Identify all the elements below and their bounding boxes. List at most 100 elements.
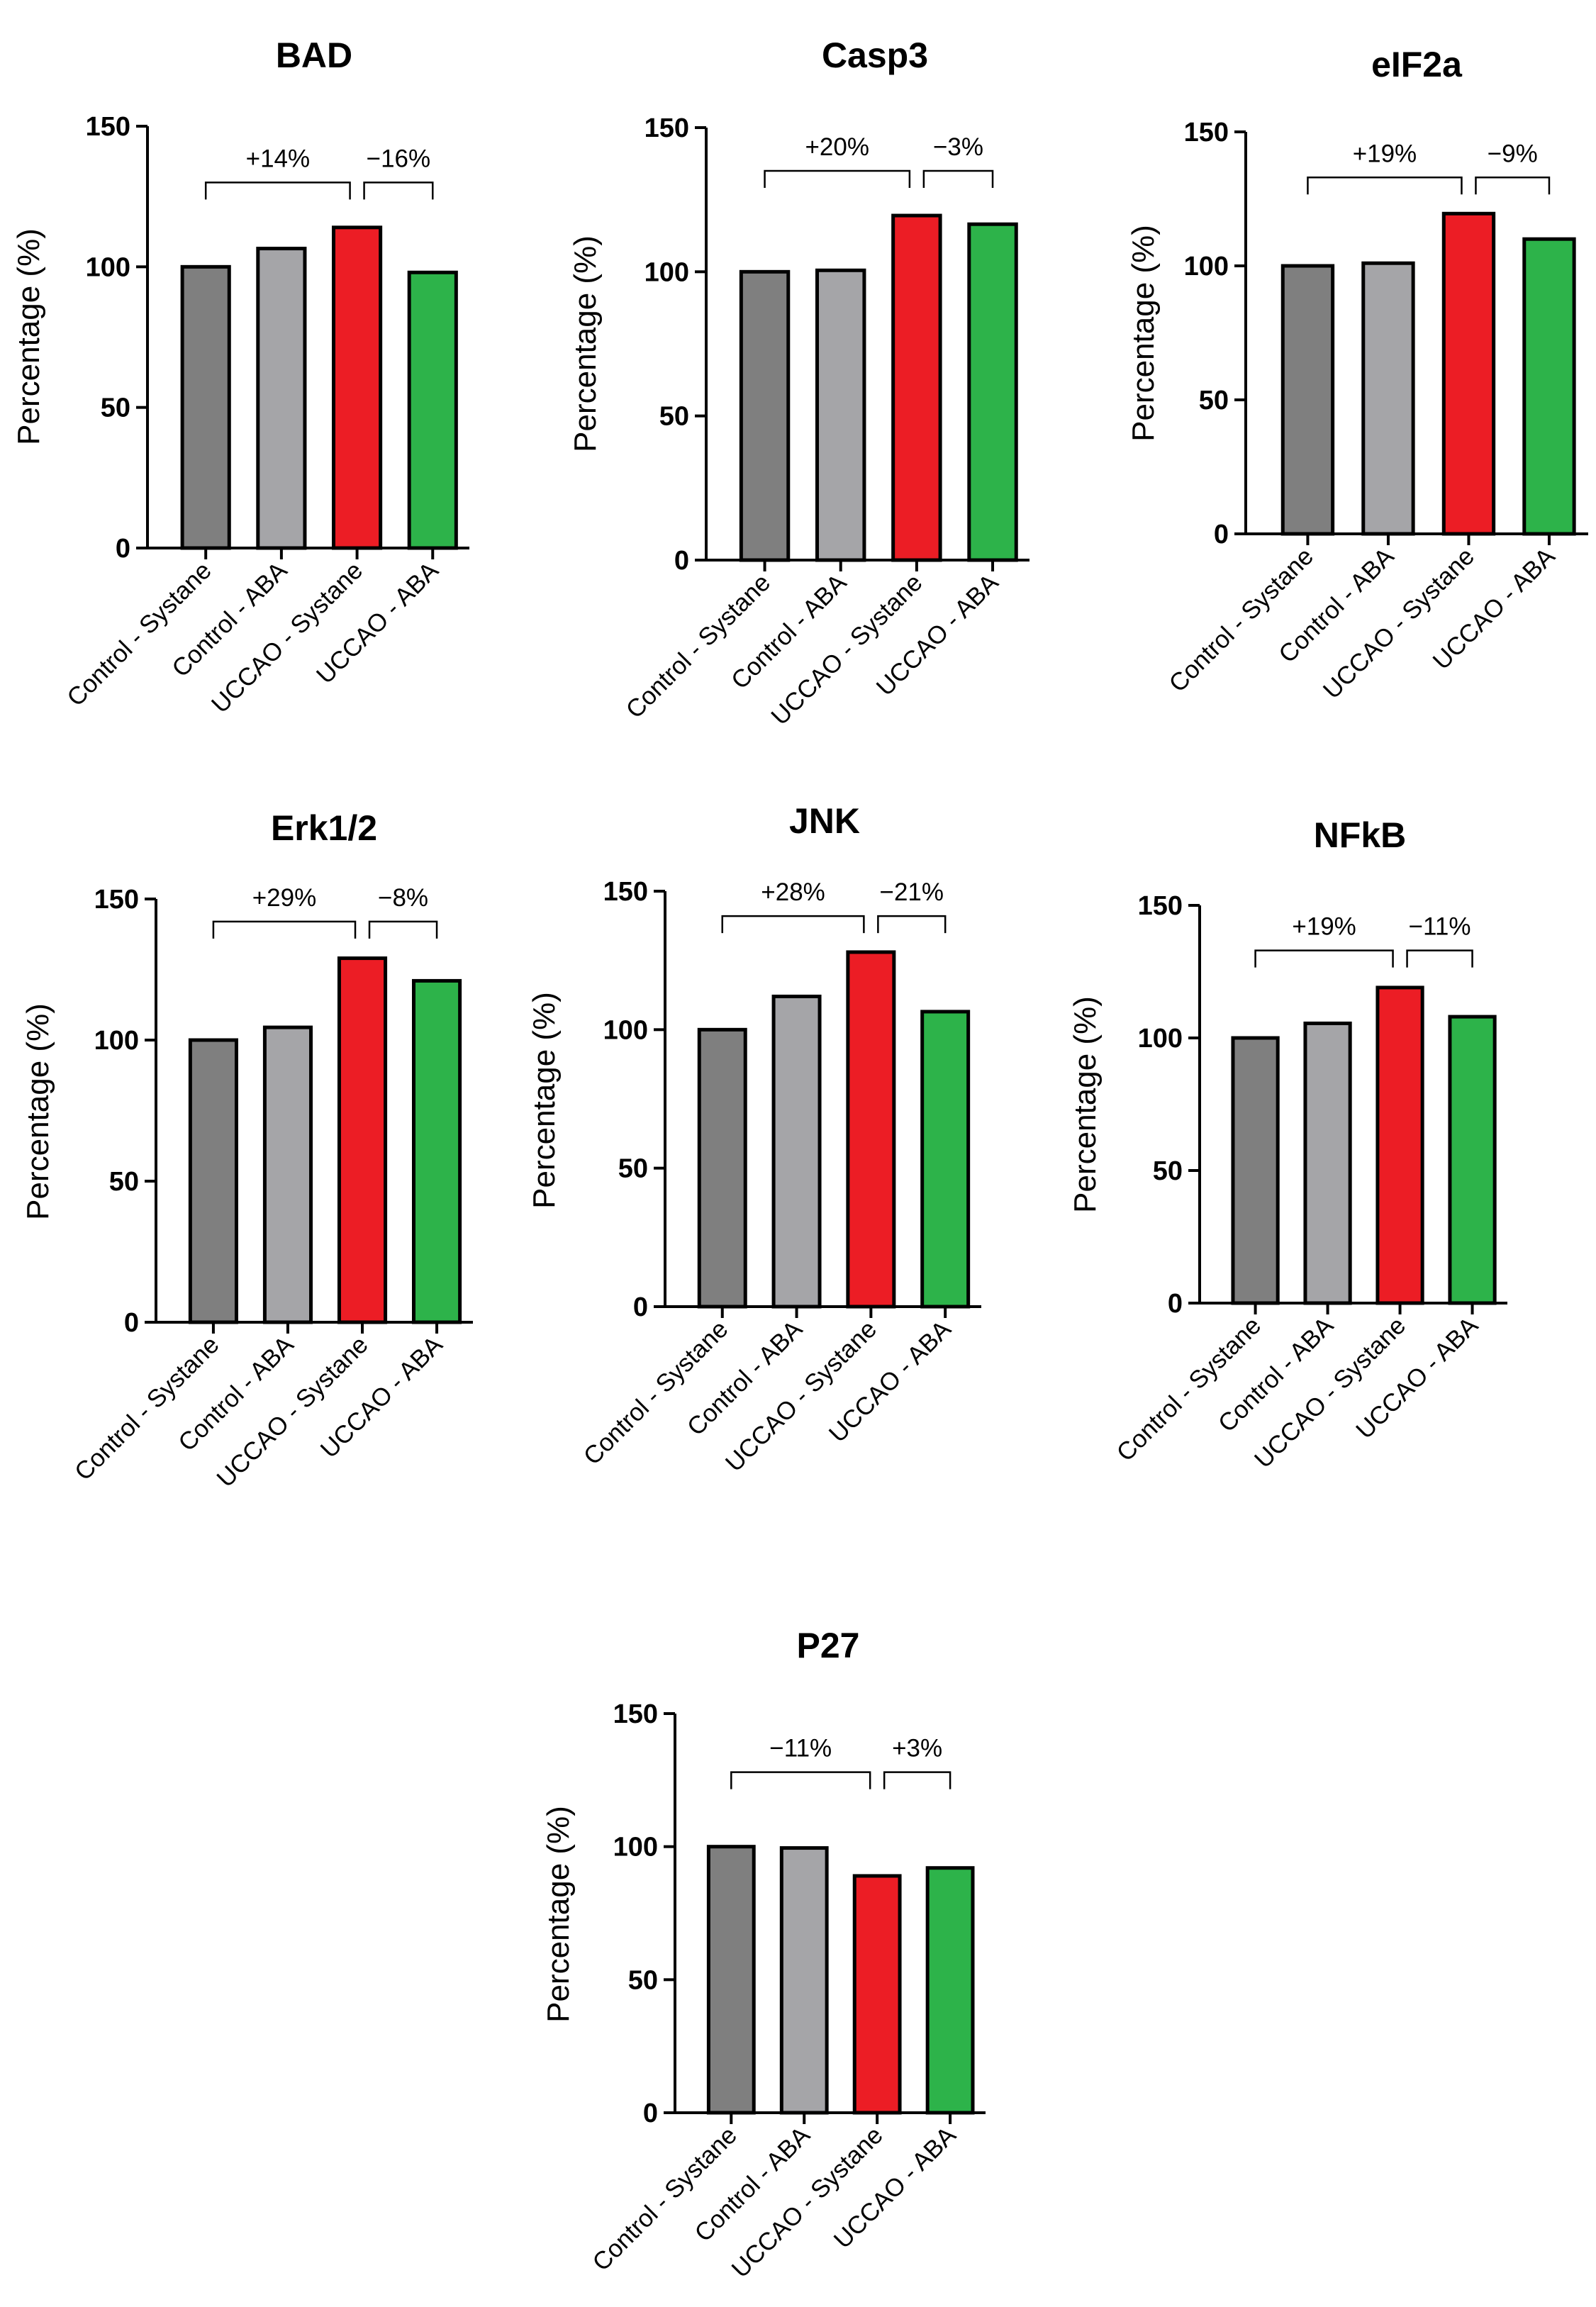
- percent-change-label: −9%: [1488, 140, 1538, 167]
- y-axis-label: Percentage (%): [1126, 225, 1161, 442]
- chart-panel: Casp3 Percentage (%) 0 50 100 150 Control - Sy…: [568, 35, 1029, 730]
- percent-change-label: +3%: [892, 1735, 942, 1763]
- percent-change-label: −16%: [367, 145, 431, 172]
- comparison-bracket: [730, 1771, 871, 1789]
- bar: [1280, 264, 1335, 536]
- comparison-bracket: [363, 181, 434, 200]
- y-axis-label: Percentage (%): [11, 228, 46, 445]
- y-tick-label: 150: [644, 113, 689, 143]
- percent-change-label: −11%: [1409, 913, 1471, 941]
- bar: [846, 950, 896, 1309]
- comparison-bracket: [204, 181, 351, 200]
- y-axis-label: Percentage (%): [527, 992, 562, 1209]
- bar: [256, 247, 307, 550]
- y-tick-label: 150: [1184, 118, 1229, 147]
- y-tick-label: 0: [116, 534, 130, 564]
- y-tick-label: 100: [603, 1015, 648, 1045]
- bar: [1375, 985, 1424, 1305]
- bar: [180, 264, 231, 550]
- y-tick-label: 150: [94, 885, 139, 915]
- percent-change-label: −8%: [378, 884, 428, 912]
- bar: [262, 1025, 313, 1324]
- bar: [771, 994, 822, 1309]
- chart-title: eIF2a: [1371, 45, 1463, 84]
- percent-change-label: −21%: [880, 878, 944, 906]
- y-tick-label: 0: [674, 546, 689, 576]
- y-tick-label: 0: [1214, 520, 1229, 549]
- y-tick-label: 0: [1168, 1289, 1183, 1319]
- comparison-bracket: [1254, 949, 1394, 968]
- percent-change-label: −11%: [769, 1735, 832, 1763]
- chart-title: P27: [797, 1626, 860, 1665]
- bar: [697, 1027, 747, 1309]
- bar: [706, 1845, 756, 2115]
- chart-panel: eIF2a Percentage (%) 0 50 100 150 Control - Sy…: [1126, 45, 1588, 704]
- chart-title: Erk1/2: [271, 808, 377, 848]
- comparison-bracket: [1307, 177, 1463, 195]
- y-tick-label: 100: [1138, 1024, 1183, 1054]
- y-tick-label: 150: [86, 112, 130, 142]
- bar: [1361, 261, 1415, 536]
- y-tick-label: 50: [618, 1154, 648, 1184]
- y-tick-label: 50: [1199, 386, 1229, 415]
- x-tick-label: UCCAO - Systane: [1318, 542, 1480, 704]
- x-tick-label: Control - Systane: [1163, 542, 1319, 698]
- comparison-bracket: [368, 920, 438, 939]
- percent-change-label: +19%: [1292, 913, 1356, 941]
- bar: [852, 1874, 902, 2115]
- comparison-bracket: [1406, 949, 1473, 968]
- bar: [1441, 211, 1496, 536]
- comparison-bracket: [764, 169, 911, 188]
- y-axis-label: Percentage (%): [541, 1806, 576, 2023]
- y-tick-label: 150: [1138, 891, 1183, 921]
- y-tick-label: 50: [628, 1965, 658, 1995]
- y-tick-label: 50: [1153, 1156, 1183, 1186]
- bar: [1231, 1036, 1280, 1305]
- comparison-bracket: [212, 920, 357, 939]
- bar: [891, 213, 942, 562]
- bar: [188, 1038, 238, 1324]
- y-axis-label: Percentage (%): [1068, 996, 1103, 1213]
- y-axis-label: Percentage (%): [21, 1003, 55, 1220]
- y-axis-label: Percentage (%): [568, 235, 603, 452]
- y-tick-label: 100: [94, 1026, 139, 1056]
- comparison-bracket: [883, 1771, 952, 1789]
- percent-change-label: +20%: [805, 133, 869, 161]
- bar: [1303, 1021, 1352, 1305]
- percent-change-label: +29%: [252, 884, 317, 912]
- y-tick-label: 0: [633, 1292, 648, 1322]
- bar: [920, 1010, 971, 1309]
- x-tick-label: UCCAO - ABA: [1351, 1312, 1484, 1445]
- bar: [337, 956, 388, 1324]
- x-tick-label: Control - Systane: [620, 569, 776, 724]
- chart-title: JNK: [789, 801, 860, 841]
- x-tick-label: Control - Systane: [62, 557, 217, 712]
- percent-change-label: +28%: [761, 878, 825, 906]
- chart-title: BAD: [276, 35, 352, 75]
- y-tick-label: 0: [643, 2099, 658, 2128]
- percent-change-label: −3%: [933, 133, 983, 161]
- chart-title: Casp3: [822, 35, 928, 75]
- bar: [412, 978, 462, 1324]
- y-tick-label: 150: [603, 877, 648, 907]
- chart-panel: BAD Percentage (%) 0 50 100 150 Control - Syst…: [11, 35, 469, 718]
- bar: [967, 222, 1018, 562]
- bar: [407, 270, 458, 550]
- y-tick-label: 50: [109, 1167, 139, 1197]
- y-tick-label: 50: [659, 402, 689, 432]
- bar: [1448, 1015, 1497, 1305]
- bar: [1522, 237, 1576, 536]
- y-tick-label: 100: [644, 257, 689, 287]
- y-tick-label: 150: [613, 1699, 658, 1729]
- bar: [739, 269, 791, 562]
- y-tick-label: 50: [101, 393, 130, 423]
- y-tick-label: 100: [1184, 252, 1229, 281]
- comparison-bracket: [1475, 177, 1551, 195]
- y-tick-label: 0: [124, 1308, 139, 1338]
- chart-title: NFkB: [1314, 815, 1407, 855]
- percent-change-label: +14%: [246, 145, 311, 172]
